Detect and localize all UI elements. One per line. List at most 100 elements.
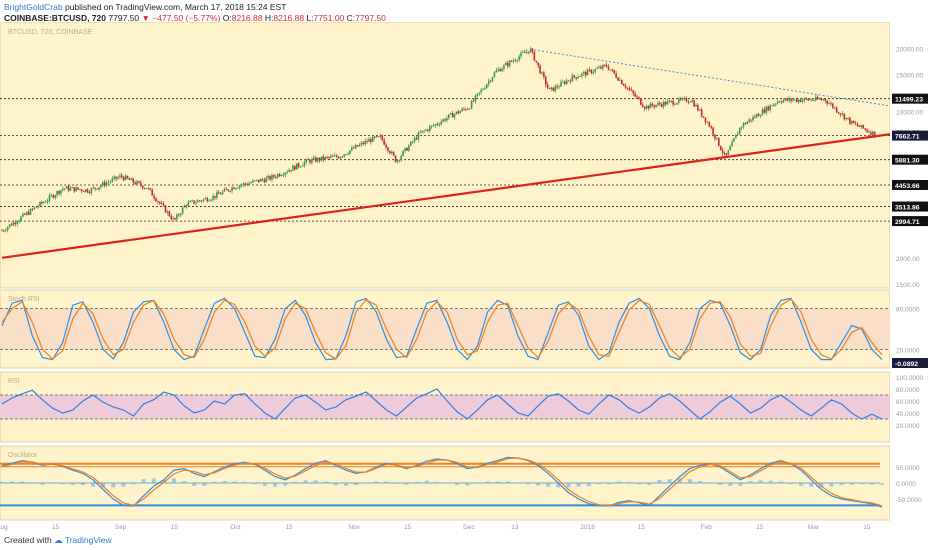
candle-body — [254, 180, 256, 182]
price-tick-label: 20000.00 — [896, 46, 923, 53]
osc-histogram-bar — [20, 481, 25, 484]
osc-histogram-bar — [829, 483, 834, 487]
time-tick-label: 13 — [511, 524, 519, 531]
candle-body — [290, 170, 292, 171]
candle-body — [244, 183, 247, 185]
price-pane: 20000.0015000.0010000.008000.006000.0030… — [0, 22, 932, 289]
candle-body — [586, 69, 589, 76]
candle-body — [366, 140, 368, 142]
candle-body — [362, 142, 365, 145]
candle-body — [600, 66, 602, 69]
candle-body — [556, 86, 558, 88]
candle-body — [775, 103, 777, 105]
candle-body — [164, 205, 167, 213]
candle-body — [33, 207, 36, 210]
candle-body — [828, 103, 830, 105]
candle-body — [632, 90, 635, 94]
candle-body — [870, 132, 872, 135]
candle-body — [96, 188, 98, 190]
rsi-title: RSI — [8, 378, 20, 385]
candle-body — [638, 97, 640, 99]
candle-body — [592, 71, 595, 74]
candle-body — [402, 150, 404, 156]
candle-body — [265, 177, 268, 183]
candle-body — [626, 87, 629, 89]
candle-body — [151, 189, 154, 196]
candle-body — [573, 75, 576, 78]
candle-body — [769, 105, 771, 111]
close-value: 7797.50 — [355, 13, 386, 23]
candle-body — [723, 153, 726, 155]
key-level-badge — [892, 93, 928, 104]
candle-body — [670, 100, 673, 102]
time-tick-label: Feb — [701, 524, 713, 531]
candle-body — [854, 123, 857, 125]
osc-histogram-bar — [30, 483, 35, 484]
candle-body — [729, 146, 731, 151]
candle-body — [271, 175, 273, 180]
created-with-text: Created with — [4, 535, 52, 545]
candle-body — [512, 60, 515, 62]
key-level-label: 3513.86 — [895, 205, 920, 212]
candle-body — [837, 112, 840, 114]
osc-histogram-bar — [556, 483, 561, 488]
key-level-badge — [892, 179, 928, 190]
candle-body — [130, 178, 133, 181]
candle-body — [14, 222, 17, 224]
candle-body — [22, 213, 24, 217]
osc-histogram-bar — [586, 483, 591, 487]
candle-body — [37, 206, 39, 208]
time-tick-label: Oct — [230, 524, 240, 531]
author-link[interactable]: BrightGoldCrab — [4, 2, 63, 12]
candle-body — [609, 69, 612, 71]
osc-histogram-bar — [343, 483, 348, 486]
candle-body — [501, 68, 503, 72]
candle-body — [662, 101, 665, 107]
candle-body — [48, 195, 51, 201]
candle-body — [735, 134, 737, 139]
candle-body — [706, 122, 709, 124]
candle-body — [487, 80, 490, 85]
tradingview-brand[interactable]: TradingView — [64, 535, 112, 545]
candle-body — [716, 137, 718, 139]
candle-body — [351, 147, 353, 151]
candle-body — [579, 76, 581, 78]
candle-body — [814, 96, 817, 101]
candle-body — [731, 141, 733, 147]
candle-body — [522, 52, 524, 54]
candle-body — [651, 103, 654, 106]
candle-body — [818, 99, 821, 100]
candle-body — [486, 84, 488, 89]
stoch-axis-background — [890, 290, 932, 368]
candle-body — [98, 187, 100, 190]
candle-body — [31, 208, 34, 210]
candle-body — [742, 123, 745, 127]
time-tick-label: 15 — [756, 524, 764, 531]
candle-body — [16, 222, 19, 224]
candle-body — [603, 64, 606, 66]
candle-body — [368, 139, 370, 142]
candle-body — [50, 195, 53, 196]
candle-body — [767, 106, 770, 111]
candle-body — [79, 189, 81, 191]
candle-body — [693, 100, 695, 107]
candle-body — [77, 187, 79, 190]
candle-body — [113, 176, 115, 179]
candle-body — [278, 174, 281, 177]
candle-body — [721, 150, 724, 154]
time-tick-label: 15 — [863, 524, 871, 531]
candle-body — [168, 211, 171, 217]
candle-body — [337, 156, 340, 159]
osc-histogram-bar — [697, 481, 702, 484]
candle-body — [807, 99, 809, 101]
chart-area[interactable]: 20000.0015000.0010000.008000.006000.0030… — [0, 22, 932, 534]
pane-title: BTCUSD, 720, COINBASE — [8, 29, 93, 36]
oscillator-pane: 50.0000 0.0000 -50.0000 Oscillator — [0, 445, 932, 521]
candle-body — [805, 98, 808, 100]
publish-line: BrightGoldCrab published on TradingView.… — [4, 2, 386, 13]
candle-body — [849, 118, 851, 124]
candle-body — [115, 176, 117, 179]
candle-body — [640, 98, 642, 105]
candle-body — [274, 176, 277, 178]
candle-body — [582, 71, 585, 74]
